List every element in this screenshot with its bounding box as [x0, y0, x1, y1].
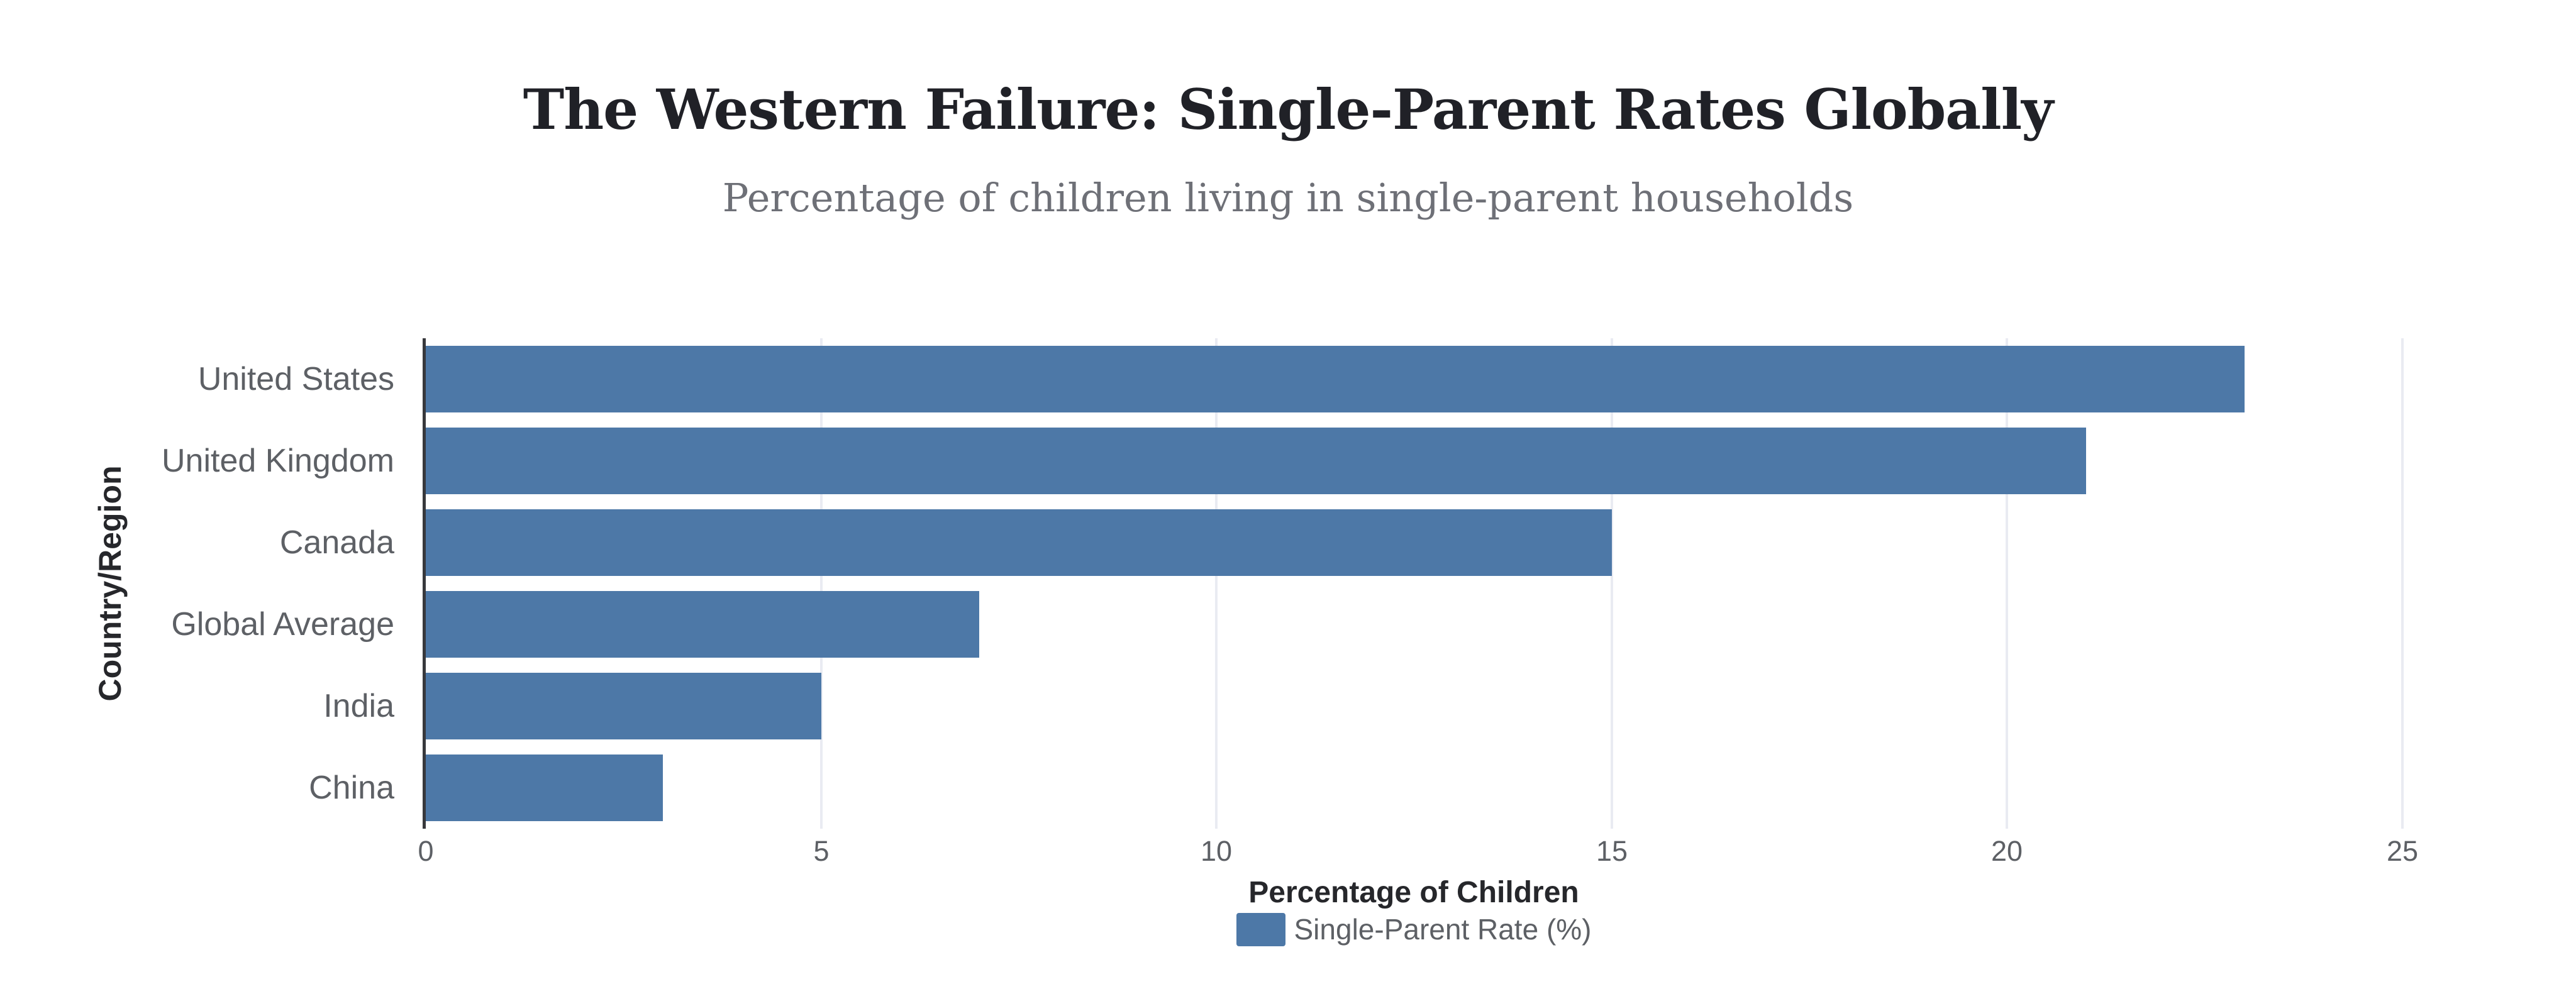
bar-united-states[interactable]: [426, 346, 2245, 412]
x-tick-20: 20: [1990, 835, 2023, 867]
y-label-india: India: [323, 688, 394, 724]
bar-china[interactable]: [426, 754, 663, 821]
y-label-united-kingdom: United Kingdom: [162, 443, 394, 479]
bar-canada[interactable]: [426, 509, 1612, 576]
y-label-canada: Canada: [279, 524, 394, 561]
x-axis-title: Percentage of Children: [1248, 876, 1579, 909]
x-tick-25: 25: [2386, 835, 2419, 867]
bar-united-kingdom[interactable]: [426, 428, 2086, 494]
y-axis-title: Country/Region: [92, 465, 128, 702]
page-title: The Western Failure: Single-Parent Rates…: [523, 77, 2054, 142]
gridline-x-10: [1215, 338, 1218, 829]
gridline-x-5: [820, 338, 823, 829]
y-label-global-average: Global Average: [171, 606, 394, 643]
x-tick-15: 15: [1596, 835, 1628, 867]
legend-swatch-icon: [1236, 913, 1285, 946]
y-axis-line: [423, 338, 426, 829]
gridline-x-25: [2401, 338, 2404, 829]
legend-label: Single-Parent Rate (%): [1294, 913, 1592, 946]
x-tick-0: 0: [418, 835, 434, 867]
legend-item-single-parent-rate[interactable]: Single-Parent Rate (%): [1236, 913, 1592, 946]
y-label-china: China: [309, 770, 394, 806]
y-label-united-states: United States: [197, 361, 394, 397]
x-tick-5: 5: [813, 835, 830, 867]
bar-global-average[interactable]: [426, 591, 979, 658]
page-subtitle: Percentage of children living in single-…: [722, 175, 1854, 221]
gridline-x-20: [2006, 338, 2008, 829]
bar-india[interactable]: [426, 673, 821, 739]
x-tick-10: 10: [1200, 835, 1233, 867]
gridline-x-15: [1611, 338, 1613, 829]
legend: Single-Parent Rate (%): [785, 913, 2043, 946]
plot-area: [426, 338, 2404, 829]
